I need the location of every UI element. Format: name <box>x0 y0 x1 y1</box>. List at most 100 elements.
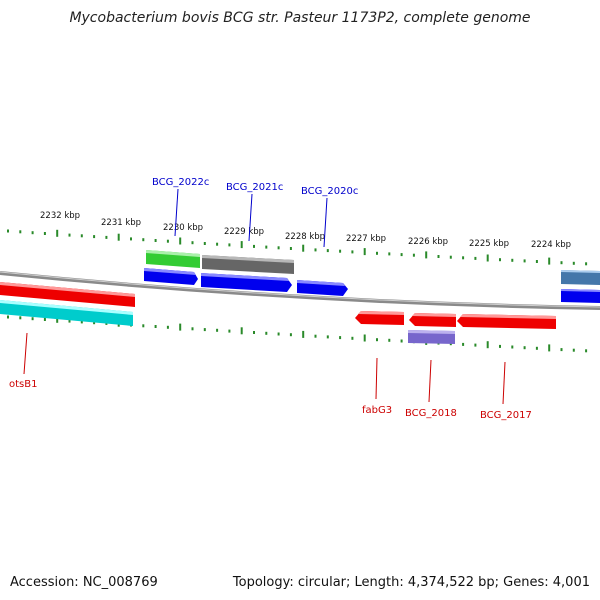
minor-tick <box>339 336 342 340</box>
minor-tick <box>203 328 206 332</box>
minor-tick <box>277 246 280 250</box>
minor-tick <box>216 328 219 332</box>
minor-tick <box>585 349 588 353</box>
major-tick <box>486 341 489 349</box>
minor-tick <box>228 329 231 333</box>
major-tick <box>302 330 305 338</box>
minor-tick <box>351 336 354 340</box>
gene-label-BCG_2017[interactable]: BCG_2017 <box>480 410 532 421</box>
minor-tick <box>585 262 588 266</box>
gene-label-BCG_2021c[interactable]: BCG_2021c <box>226 182 283 193</box>
tick-label: 2232 kbp <box>40 211 80 221</box>
minor-tick <box>191 241 194 245</box>
gene-green[interactable] <box>146 250 200 268</box>
cds-reverse-otsB1[interactable] <box>0 282 135 307</box>
leader-line <box>174 188 179 237</box>
minor-tick <box>535 346 538 350</box>
minor-tick <box>191 327 194 331</box>
genome-summary: Topology: circular; Length: 4,374,522 bp… <box>232 575 590 590</box>
minor-tick <box>400 339 403 343</box>
major-tick <box>240 327 243 335</box>
gene-steel[interactable] <box>561 270 600 285</box>
leader-line <box>502 361 506 405</box>
major-tick <box>240 241 243 249</box>
major-tick <box>56 315 59 323</box>
minor-tick <box>572 348 575 352</box>
minor-tick <box>437 255 440 258</box>
minor-tick <box>154 239 157 242</box>
cds-forward-2[interactable] <box>201 273 292 292</box>
tick-label: 2227 kbp <box>346 234 386 244</box>
major-tick <box>486 254 489 262</box>
minor-tick <box>326 335 329 339</box>
major-tick <box>363 334 366 342</box>
minor-tick <box>93 321 96 325</box>
gene-label-BCG_2022c[interactable]: BCG_2022c <box>152 177 209 188</box>
gene-label-otsB1[interactable]: otsB1 <box>9 379 37 390</box>
major-tick <box>56 229 59 237</box>
minor-tick <box>499 344 501 348</box>
leader-line <box>23 332 28 375</box>
minor-tick <box>560 348 563 352</box>
minor-tick <box>474 343 477 347</box>
minor-tick <box>523 259 526 263</box>
tick-label: 2225 kbp <box>469 239 509 249</box>
cds-forward-4[interactable] <box>561 289 600 303</box>
minor-tick <box>314 248 317 252</box>
minor-tick <box>43 232 46 235</box>
minor-tick <box>277 332 280 336</box>
gene-label-fabG3[interactable]: fabG3 <box>362 405 392 416</box>
minor-tick <box>474 256 477 260</box>
gene-gray[interactable] <box>202 255 294 274</box>
minor-tick <box>80 234 83 238</box>
minor-tick <box>511 345 514 349</box>
cds-forward-3[interactable] <box>297 280 348 296</box>
tick-label: 2231 kbp <box>101 218 141 228</box>
minor-tick <box>7 315 9 319</box>
major-tick <box>117 233 120 241</box>
major-tick <box>302 244 305 252</box>
gene-label-BCG_2020c[interactable]: BCG_2020c <box>301 186 358 197</box>
minor-tick <box>130 237 132 241</box>
cds-reverse-fabG3[interactable] <box>355 311 404 325</box>
minor-tick <box>253 331 255 334</box>
genome-backbone <box>0 271 600 310</box>
tick-label: 2228 kbp <box>285 232 325 242</box>
minor-tick <box>265 331 268 335</box>
cds-reverse-BCG_2018[interactable] <box>409 313 456 327</box>
accession-label: Accession: NC_008769 <box>10 575 158 590</box>
gene-label-BCG_2018[interactable]: BCG_2018 <box>405 408 457 419</box>
major-tick <box>363 248 366 256</box>
minor-tick <box>535 260 538 263</box>
minor-tick <box>412 253 415 257</box>
minor-tick <box>572 261 575 265</box>
gene-cyan[interactable] <box>0 300 133 326</box>
minor-tick <box>253 244 255 248</box>
upper-tick-ruler <box>7 229 588 266</box>
minor-tick <box>376 338 378 342</box>
cds-forward-1[interactable] <box>144 268 198 285</box>
minor-tick <box>351 250 354 254</box>
minor-tick <box>326 249 329 253</box>
minor-tick <box>462 256 465 260</box>
leader-line <box>375 357 378 400</box>
leader-line <box>428 359 432 403</box>
major-tick <box>425 251 428 259</box>
minor-tick <box>289 333 292 337</box>
cds-reverse-BCG_2017[interactable] <box>457 314 556 329</box>
minor-tick <box>216 242 219 246</box>
tick-label: 2226 kbp <box>408 237 448 247</box>
minor-tick <box>449 255 452 259</box>
minor-tick <box>228 243 231 247</box>
minor-tick <box>43 318 46 321</box>
map-title: Mycobacterium bovis BCG str. Pasteur 117… <box>69 10 531 26</box>
minor-tick <box>523 346 526 350</box>
minor-tick <box>142 238 145 242</box>
minor-tick <box>31 231 34 235</box>
minor-tick <box>511 258 514 262</box>
major-tick <box>548 344 551 352</box>
major-tick <box>179 237 182 245</box>
gene-purple[interactable] <box>408 330 455 344</box>
minor-tick <box>166 239 169 243</box>
